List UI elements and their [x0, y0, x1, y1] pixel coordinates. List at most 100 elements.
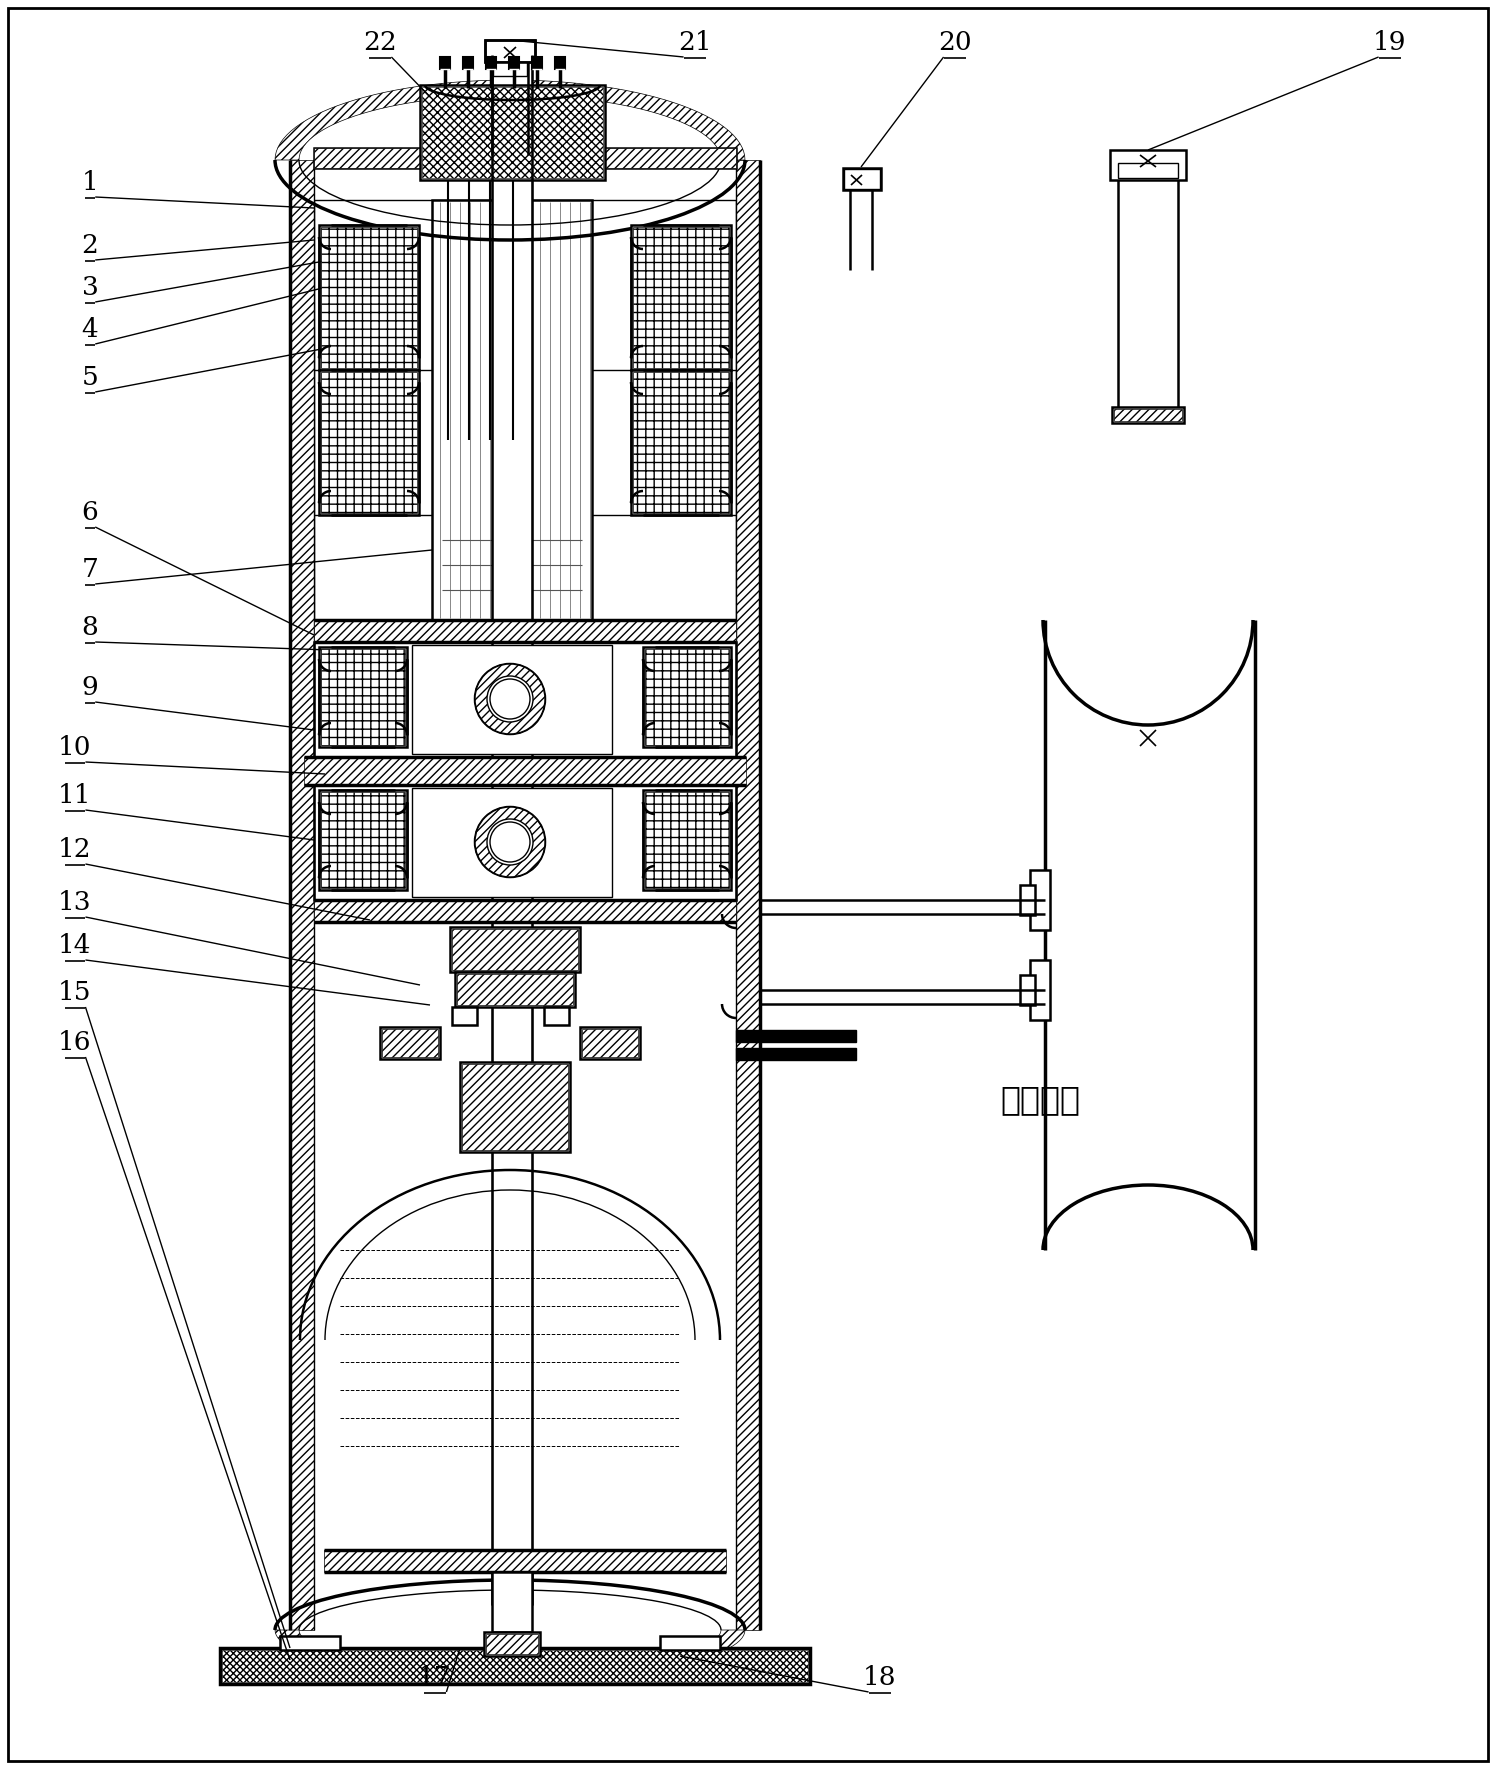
Bar [220, 1649, 809, 1684]
Wedge shape [476, 663, 545, 734]
Text: 9: 9 [82, 676, 99, 701]
Bar [643, 647, 732, 747]
Text: 15: 15 [58, 980, 91, 1005]
Bar [545, 1007, 568, 1024]
Bar [420, 85, 604, 180]
Bar [582, 1030, 637, 1058]
Circle shape [476, 663, 545, 734]
Bar [509, 57, 519, 69]
Bar [432, 200, 592, 619]
Text: 21: 21 [678, 30, 712, 55]
Text: 10: 10 [58, 734, 91, 761]
Bar [380, 1028, 440, 1060]
Bar [322, 226, 417, 368]
Bar [645, 649, 729, 745]
Text: 冷冻机油: 冷冻机油 [999, 1083, 1080, 1116]
Wedge shape [476, 807, 545, 877]
Bar [325, 1550, 726, 1573]
Bar [631, 225, 732, 370]
Bar [319, 225, 419, 370]
Text: 17: 17 [419, 1665, 452, 1689]
Bar [633, 371, 729, 513]
Bar [411, 646, 612, 754]
Bar [1031, 870, 1050, 930]
Bar [314, 149, 736, 168]
Polygon shape [275, 80, 745, 159]
Bar [1118, 163, 1177, 179]
Text: 20: 20 [938, 30, 972, 55]
Text: 22: 22 [364, 30, 396, 55]
Bar [319, 647, 407, 747]
Text: 12: 12 [58, 837, 91, 862]
Bar [580, 1028, 640, 1060]
Bar [492, 55, 533, 1604]
Bar [462, 57, 473, 69]
Bar [322, 371, 417, 513]
Bar [485, 41, 536, 62]
Bar [486, 1635, 539, 1654]
Bar [485, 1633, 540, 1656]
Bar [280, 1636, 340, 1650]
Bar [736, 159, 760, 1629]
Text: 8: 8 [82, 616, 99, 640]
Text: 18: 18 [863, 1665, 896, 1689]
Bar [844, 170, 880, 189]
Bar [314, 200, 736, 619]
Bar [314, 785, 736, 900]
Bar [736, 1047, 856, 1060]
Bar [304, 757, 747, 785]
Bar [221, 1650, 808, 1682]
Bar [440, 57, 450, 69]
Text: 3: 3 [82, 274, 99, 301]
Text: 19: 19 [1373, 30, 1406, 55]
Bar [533, 57, 542, 69]
Bar [492, 1573, 533, 1633]
Bar [314, 619, 736, 642]
Bar [462, 1063, 568, 1150]
Bar [660, 1636, 720, 1650]
Bar [290, 159, 314, 1629]
Bar [1110, 150, 1186, 180]
Bar [1031, 961, 1050, 1021]
Bar [319, 370, 419, 515]
Text: 6: 6 [82, 501, 99, 525]
Bar [645, 793, 729, 888]
Text: 14: 14 [58, 932, 91, 959]
Bar [450, 927, 580, 971]
Text: 13: 13 [58, 890, 91, 915]
Bar [456, 975, 573, 1005]
Text: 2: 2 [82, 234, 99, 258]
Text: 4: 4 [82, 317, 99, 341]
Circle shape [491, 679, 530, 718]
Bar [633, 226, 729, 368]
Bar [485, 41, 536, 62]
Bar [314, 900, 736, 922]
Bar [1020, 884, 1035, 915]
Bar [555, 57, 565, 69]
Text: 7: 7 [82, 557, 99, 582]
Bar [452, 929, 577, 969]
Polygon shape [275, 1629, 745, 1681]
Bar [1115, 409, 1182, 421]
Text: 11: 11 [58, 784, 91, 808]
Circle shape [491, 823, 530, 862]
Bar [314, 642, 736, 757]
Bar [411, 787, 612, 897]
Bar [844, 168, 881, 189]
Bar [381, 1030, 438, 1058]
Bar [452, 1007, 477, 1024]
Bar [322, 793, 405, 888]
Bar [736, 1030, 856, 1042]
Bar [422, 87, 603, 179]
Bar [455, 971, 574, 1007]
Bar [1020, 975, 1035, 1005]
Bar [494, 62, 527, 76]
Text: 16: 16 [58, 1030, 91, 1054]
Bar [314, 149, 736, 168]
Bar [319, 791, 407, 890]
Bar [486, 57, 497, 69]
Bar [643, 791, 732, 890]
Bar [322, 649, 405, 745]
Bar [459, 1061, 570, 1152]
Text: 5: 5 [82, 364, 99, 389]
